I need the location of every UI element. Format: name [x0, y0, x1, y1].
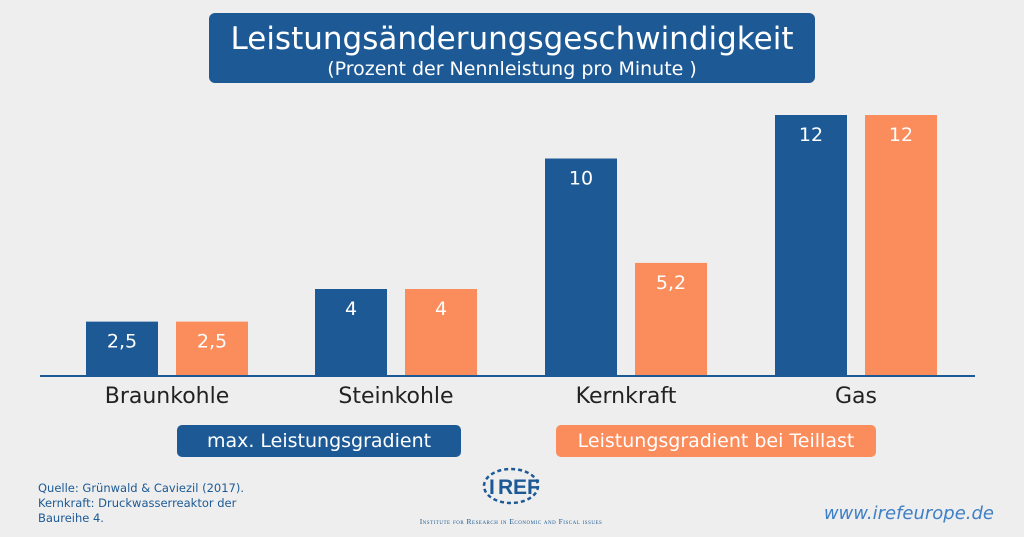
bar-gas-series-2: [865, 115, 937, 376]
bar-braunkohle-series-2: [176, 321, 248, 376]
category-label: Kernkraft: [576, 384, 677, 409]
category-label: Gas: [835, 384, 877, 409]
bar-value-label: 10: [569, 168, 593, 190]
bar-steinkohle-series-1: [315, 289, 387, 376]
source-line: Kernkraft: Druckwasserreaktor der: [38, 496, 237, 510]
legend-series-teillast: Leistungsgradient bei Teillast: [556, 425, 876, 457]
chart-title-box: Leistungsänderungsgeschwindigkeit (Proze…: [209, 13, 815, 83]
chart-title: Leistungsänderungsgeschwindigkeit: [230, 21, 794, 57]
svg-text:F: F: [527, 476, 540, 499]
bar-braunkohle-series-1: [86, 321, 158, 376]
source-line: Baureihe 4.: [38, 511, 104, 525]
bar-kernkraft-series-1: [545, 158, 617, 376]
bar-value-label: 4: [345, 298, 357, 320]
source-line: Quelle: Grünwald & Caviezil (2017).: [38, 481, 244, 495]
iref-logo-mark: I R E F: [482, 467, 540, 505]
bar-value-label: 2,5: [197, 331, 227, 353]
bar-value-label: 2,5: [107, 331, 137, 353]
category-label: Steinkohle: [338, 384, 453, 409]
svg-text:E: E: [513, 476, 527, 499]
svg-text:I: I: [489, 476, 495, 499]
logo-tagline: Institute for Research in Economic and F…: [419, 517, 603, 526]
bar-value-label: 4: [435, 298, 447, 320]
category-label: Braunkohle: [105, 384, 230, 409]
bar-value-label: 12: [889, 124, 913, 146]
bar-steinkohle-series-2: [405, 289, 477, 376]
bar-value-label: 12: [799, 124, 823, 146]
legend-series-max: max. Leistungsgradient: [177, 425, 461, 457]
chart-subtitle: (Prozent der Nennleistung pro Minute ): [327, 58, 697, 80]
svg-text:R: R: [498, 476, 513, 499]
bar-kernkraft-series-2: [635, 262, 707, 376]
website-url[interactable]: www.irefeurope.de: [823, 503, 994, 524]
source-note: Quelle: Grünwald & Caviezil (2017). Kern…: [38, 481, 248, 526]
iref-logo: I R E F Institute for Research in Econom…: [380, 466, 642, 530]
bar-gas-series-1: [775, 115, 847, 376]
bar-chart: 2,5 2,5 Braunkohle 4 4 Steinkohle 10 5,2 Kernkra…: [40, 115, 975, 409]
bar-value-label: 5,2: [656, 272, 686, 294]
